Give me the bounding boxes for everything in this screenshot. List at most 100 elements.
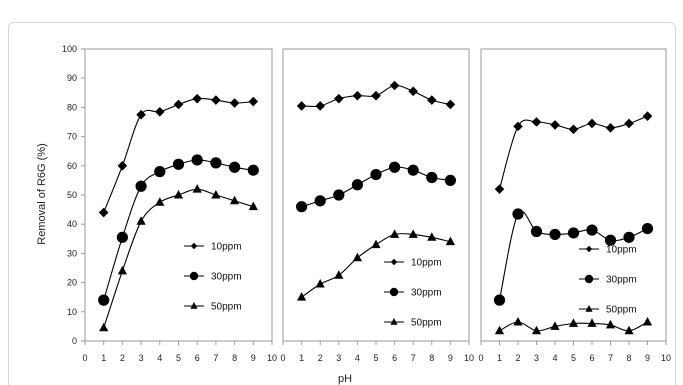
panel-2-series-50ppm-point-ph-1 — [297, 292, 307, 301]
panel-1-y-tick-label: 60 — [67, 161, 77, 171]
panel-3-series-30ppm-point-ph-5 — [567, 227, 580, 239]
panel-3-series-10ppm-point-ph-8 — [624, 118, 634, 129]
panel-2-series-30ppm-point-ph-4 — [351, 179, 363, 191]
panel-1-series-30ppm-point-ph-3 — [135, 180, 147, 192]
panel-1-series-50ppm-point-ph-5 — [173, 189, 184, 199]
panel-3-series-10ppm-point-ph-1 — [494, 184, 505, 194]
panel-3-series-30ppm-point-ph-1 — [493, 294, 506, 306]
panel-1-legend-entry-30ppm: 30ppm — [184, 272, 242, 283]
panel-3-series-10ppm — [494, 111, 653, 194]
panel-2-series-30ppm-point-ph-2 — [314, 195, 326, 207]
panel-2-x-tick-label: 9 — [448, 353, 453, 363]
panel-1-x-tick-label: 2 — [120, 353, 125, 363]
panel-1-y-tick-label: 10 — [67, 307, 77, 317]
chart-panels: 0 1 2 3 4 5 6 7 8 9 10010203040506070809010010ppm3… — [62, 44, 671, 363]
panel-2-x-tick-label: 6 — [392, 353, 397, 363]
panel-3-series-50ppm-point-ph-7 — [605, 319, 616, 329]
panel-3-series-50ppm-point-ph-6 — [587, 318, 597, 327]
panel-3: 0 1 2 3 4 5 6 7 8 9 10 10ppm 30ppm 50ppm — [478, 48, 671, 363]
panel-2-series-10ppm-point-ph-8 — [427, 95, 437, 105]
panel-3-series-10ppm-point-ph-5 — [568, 124, 579, 135]
panel-1-x-tick-label: 3 — [139, 353, 144, 363]
panel-1-series-30ppm-point-ph-5 — [172, 158, 185, 170]
panel-3-series-50ppm-point-ph-5 — [568, 318, 579, 327]
panel-1-series-30ppm-point-ph-1 — [98, 294, 110, 306]
panel-1-x-tick-label: 6 — [195, 353, 200, 363]
panel-2-series-30ppm-point-ph-1 — [296, 201, 308, 213]
panel-2-legend-label-30ppm: 30ppm — [411, 288, 442, 299]
panel-1-series-30ppm-point-ph-9 — [247, 164, 259, 176]
panel-2-x-tick-label: 10 — [464, 353, 474, 363]
panel-1-series-10ppm — [98, 93, 259, 218]
panel-2-series-30ppm-point-ph-8 — [426, 171, 438, 184]
panel-1-legend-marker-30ppm — [189, 271, 199, 281]
panel-2-x-tick-label: 2 — [318, 353, 323, 363]
panel-1-series-50ppm-point-ph-8 — [230, 195, 240, 205]
panel-2-legend-marker-50ppm — [390, 318, 398, 325]
x-axis-label: pH — [338, 373, 352, 385]
panel-2-legend-label-10ppm: 10ppm — [411, 258, 442, 269]
panel-2-x-tick-label: 0 — [280, 353, 285, 363]
panel-2-legend-marker-30ppm — [389, 287, 399, 297]
panel-3-series-30ppm — [493, 208, 654, 306]
y-axis-label: Removal of R6G (%) — [36, 143, 48, 244]
panel-3-plot-area — [480, 48, 667, 342]
panel-2-series-10ppm-point-ph-7 — [408, 86, 418, 97]
panel-3-series-30ppm-point-ph-3 — [530, 225, 543, 238]
panel-1: 0 1 2 3 4 5 6 7 8 9 10010203040506070809010010ppm3… — [62, 44, 277, 363]
panel-3-series-10ppm-point-ph-9 — [642, 111, 653, 121]
panel-3-x-tick-label: 10 — [661, 353, 671, 363]
panel-2-series-30ppm-point-ph-6 — [389, 161, 401, 173]
panel-3-x-tick-label: 9 — [645, 353, 650, 363]
panel-2-series-30ppm-point-ph-3 — [333, 189, 345, 201]
panel-1-series-10ppm-point-ph-1 — [98, 207, 109, 218]
panel-3-series-10ppm-point-ph-4 — [550, 120, 560, 130]
panel-2-x-tick-label: 1 — [299, 353, 304, 363]
panel-1-y-tick-label: 80 — [67, 102, 77, 112]
panel-3-x-tick-label: 6 — [589, 353, 594, 363]
panel-1-series-10ppm-point-ph-5 — [173, 99, 184, 110]
panel-1-x-tick-label: 5 — [176, 353, 181, 363]
panel-3-x-tick-label: 7 — [608, 353, 613, 363]
panel-2-x-tick-label: 4 — [355, 353, 360, 363]
panel-2-legend-entry-50ppm: 50ppm — [384, 318, 442, 329]
panel-1-series-50ppm-point-ph-9 — [248, 201, 258, 211]
panel-1-series-30ppm-point-ph-4 — [154, 166, 166, 178]
panel-3-legend-label-10ppm: 10ppm — [606, 245, 637, 256]
panel-3-series-30ppm-point-ph-7 — [604, 234, 617, 246]
panel-2-series-50ppm-point-ph-5 — [371, 239, 381, 249]
panel-2-series-30ppm-point-ph-7 — [407, 164, 419, 176]
panel-1-legend-label-30ppm: 30ppm — [211, 272, 242, 283]
panel-2-series-50ppm-point-ph-9 — [445, 236, 455, 246]
panel-3-series-30ppm-point-ph-8 — [623, 231, 635, 243]
panel-2-legend-entry-10ppm: 10ppm — [384, 258, 442, 269]
panel-2-x-tick-label: 3 — [336, 353, 341, 363]
panel-3-series-50ppm — [494, 316, 653, 335]
panel-1-x-tick-label: 4 — [157, 353, 162, 363]
panel-1-y-tick-label: 30 — [67, 248, 77, 258]
panel-2-series-10ppm-point-ph-6 — [389, 80, 400, 91]
panel-1-series-50ppm — [99, 184, 258, 332]
panel-1-series-30ppm-point-ph-2 — [116, 231, 128, 243]
panel-1-y-tick-label: 0 — [72, 336, 77, 346]
figure-frame — [8, 22, 676, 385]
panel-3-legend-marker-50ppm — [585, 305, 593, 312]
panel-1-series-30ppm — [98, 154, 259, 306]
panel-1-x-tick-label: 7 — [213, 353, 218, 363]
panel-1-legend-marker-50ppm — [190, 302, 198, 309]
panel-1-y-tick-label: 100 — [62, 44, 77, 54]
panel-3-legend-entry-10ppm: 10ppm — [579, 245, 637, 256]
panel-3-series-30ppm-point-ph-6 — [586, 224, 598, 236]
panel-1-series-10ppm-point-ph-4 — [155, 106, 165, 117]
panel-2-legend-marker-10ppm — [390, 258, 398, 266]
panel-3-x-tick-label: 4 — [552, 353, 557, 363]
panel-2-legend-entry-30ppm: 30ppm — [384, 288, 442, 299]
panel-1-legend-entry-10ppm: 10ppm — [184, 242, 242, 253]
panel-3-x-tick-label: 5 — [571, 353, 576, 363]
panel-2-series-10ppm-point-ph-4 — [352, 90, 363, 101]
panel-2-series-50ppm-point-ph-8 — [427, 232, 437, 241]
panel-2-series-50ppm — [297, 229, 455, 301]
panel-3-series-30ppm-point-ph-4 — [549, 228, 561, 241]
panel-3-legend-entry-50ppm: 50ppm — [579, 305, 637, 316]
